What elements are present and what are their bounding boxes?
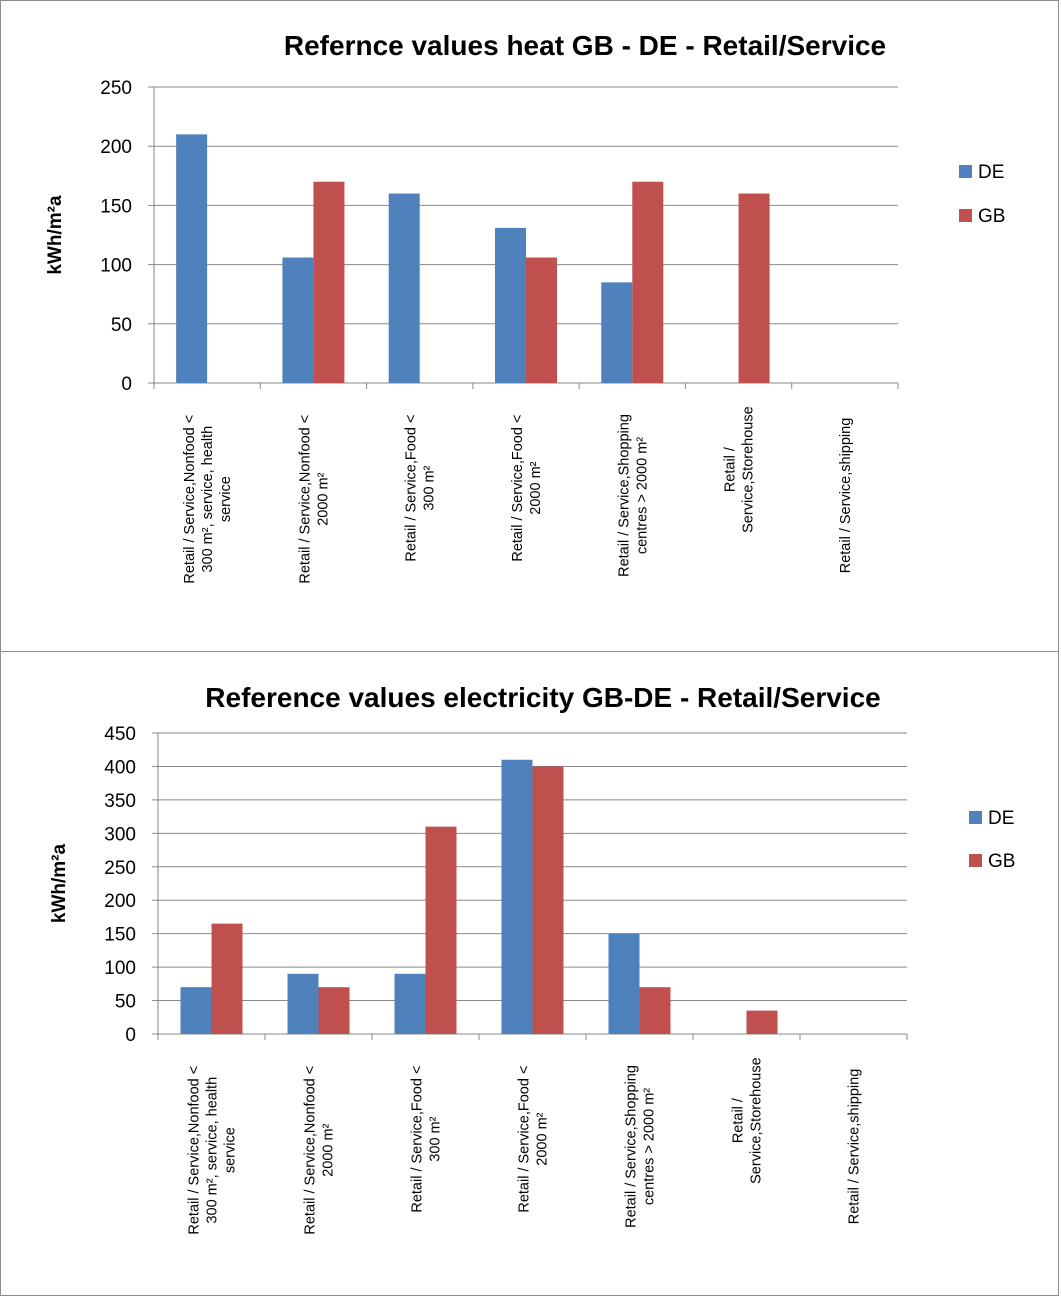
elec-category-label-line: Retail / Service,Food < <box>410 1066 426 1213</box>
heat-bar-gb <box>738 193 770 383</box>
elec-category-label-line: Service,Storehouse <box>749 1057 765 1184</box>
heat-category-label: Retail / Service,Nonfood <2000 m² <box>297 415 331 584</box>
electricity-chart: Reference values electricity GB-DE - Ret… <box>49 682 1015 1235</box>
heat-bar-de <box>388 193 420 383</box>
heat-category-label-line: 2000 m² <box>528 461 544 514</box>
elec-category-label-line: Retail / Service,Food < <box>517 1066 533 1213</box>
elec-bar-de <box>180 987 212 1034</box>
heat-legend-label-gb: GB <box>978 206 1005 227</box>
elec-category-label: Retail / Service,Shopping centres > 2000 … <box>624 1065 658 1228</box>
elec-y-tick-label: 400 <box>104 757 136 778</box>
heat-y-tick-label: 100 <box>100 256 132 277</box>
heat-y-tick-label: 150 <box>100 196 132 217</box>
elec-y-tick-label: 300 <box>104 824 136 845</box>
elec-category-label-line: Retail / Service,shipping <box>847 1069 863 1225</box>
heat-category-label: Retail / Service,shipping <box>838 418 854 574</box>
heat-category-label-line: Retail / Service,Food < <box>510 415 526 562</box>
elec-category-label: Retail / Service,Nonfood <2000 m² <box>303 1066 337 1235</box>
elec-legend-label-gb: GB <box>988 851 1015 872</box>
elec-y-tick-label: 0 <box>125 1025 136 1046</box>
heat-bar-gb <box>313 181 345 383</box>
elec-chart-title: Reference values electricity GB-DE - Ret… <box>205 682 880 713</box>
heat-chart-panel: Refernce values heat GB - DE - Retail/Se… <box>0 0 1059 652</box>
electricity-chart-panel: Reference values electricity GB-DE - Ret… <box>0 651 1059 1296</box>
heat-category-label: Retail / Service,Shopping centres > 2000 … <box>616 414 650 577</box>
elec-bar-de <box>608 933 640 1034</box>
elec-category-label-line: 300 m², service, health <box>205 1077 221 1224</box>
heat-category-label-line: Retail / Service,Nonfood < <box>297 415 313 584</box>
elec-bar-de <box>287 973 319 1034</box>
heat-bar-gb <box>526 257 557 383</box>
elec-category-label: Retail / Service,shipping <box>847 1069 863 1225</box>
elec-legend-swatch-gb <box>969 854 982 867</box>
heat-y-axis-label: kWh/m²a <box>45 195 66 275</box>
elec-category-label: Retail / Service,Nonfood <300 m², servic… <box>187 1066 239 1235</box>
elec-bar-gb <box>318 987 350 1034</box>
heat-category-label: Retail / Service,Food <2000 m² <box>510 415 544 562</box>
elec-category-label-line: service <box>223 1127 239 1173</box>
elec-y-tick-label: 250 <box>104 858 136 879</box>
heat-bar-de <box>176 134 208 383</box>
elec-legend-swatch-de <box>969 811 982 824</box>
heat-legend-swatch-gb <box>959 209 972 222</box>
heat-category-label-line: centres > 2000 m² <box>634 437 650 554</box>
elec-category-label-line: 300 m² <box>428 1116 444 1161</box>
heat-category-label: Retail / Service,Food <300 m² <box>404 415 438 562</box>
elec-bar-gb <box>532 766 564 1034</box>
heat-chart-title: Refernce values heat GB - DE - Retail/Se… <box>284 30 886 61</box>
heat-category-label-line: 300 m², service, health <box>200 426 216 573</box>
heat-category-label-line: Retail / Service,Shopping <box>616 414 632 577</box>
heat-category-label-line: 300 m² <box>422 465 438 510</box>
heat-y-tick-label: 0 <box>121 374 132 395</box>
heat-y-tick-label: 250 <box>100 78 132 99</box>
heat-category-label-line: Retail / Service,shipping <box>838 418 854 574</box>
heat-legend-swatch-de <box>959 165 972 178</box>
heat-category-label-line: service <box>218 476 234 522</box>
heat-chart: Refernce values heat GB - DE - Retail/Se… <box>45 30 1005 584</box>
elec-bar-de <box>501 759 533 1034</box>
elec-bar-gb <box>211 923 243 1034</box>
heat-bar-de <box>282 257 314 383</box>
heat-category-label-line: Retail / Service,Food < <box>404 415 420 562</box>
elec-y-axis-label: kWh/m²a <box>49 843 70 923</box>
elec-category-label-line: 2000 m² <box>535 1112 551 1165</box>
elec-category-label-line: Retail / <box>731 1097 747 1143</box>
elec-bar-gb <box>425 826 457 1034</box>
elec-y-tick-label: 50 <box>115 992 136 1013</box>
elec-category-label: Retail / Service,Food <2000 m² <box>517 1066 551 1213</box>
elec-category-label-line: Retail / Service,Nonfood < <box>303 1066 319 1235</box>
heat-bar-gb <box>632 181 664 383</box>
heat-category-label-line: Retail / Service,Nonfood < <box>182 415 198 584</box>
heat-category-label: Retail / Service,Storehouse <box>723 406 757 533</box>
heat-y-tick-label: 200 <box>100 137 132 158</box>
heat-y-tick-label: 50 <box>111 315 132 336</box>
heat-category-label-line: 2000 m² <box>315 472 331 525</box>
elec-bar-gb <box>639 987 671 1034</box>
elec-y-tick-label: 150 <box>104 925 136 946</box>
elec-bar-de <box>394 973 426 1034</box>
elec-y-tick-label: 350 <box>104 791 136 812</box>
elec-y-tick-label: 450 <box>104 724 136 745</box>
elec-category-label-line: 2000 m² <box>321 1123 337 1176</box>
elec-legend-label-de: DE <box>988 808 1014 829</box>
elec-category-label-line: Retail / Service,Nonfood < <box>187 1066 203 1235</box>
elec-category-label: Retail / Service,Storehouse <box>731 1057 765 1184</box>
elec-bar-gb <box>746 1010 778 1034</box>
elec-category-label-line: centres > 2000 m² <box>642 1088 658 1205</box>
heat-bar-de <box>601 282 633 383</box>
heat-category-label: Retail / Service,Nonfood <300 m², servic… <box>182 415 234 584</box>
heat-legend-label-de: DE <box>978 162 1004 183</box>
elec-category-label: Retail / Service,Food <300 m² <box>410 1066 444 1213</box>
heat-bar-de <box>495 227 526 383</box>
heat-category-label-line: Retail / <box>723 446 739 492</box>
elec-y-tick-label: 100 <box>104 958 136 979</box>
heat-category-label-line: Service,Storehouse <box>741 406 757 533</box>
elec-category-label-line: Retail / Service,Shopping <box>624 1065 640 1228</box>
elec-y-tick-label: 200 <box>104 891 136 912</box>
